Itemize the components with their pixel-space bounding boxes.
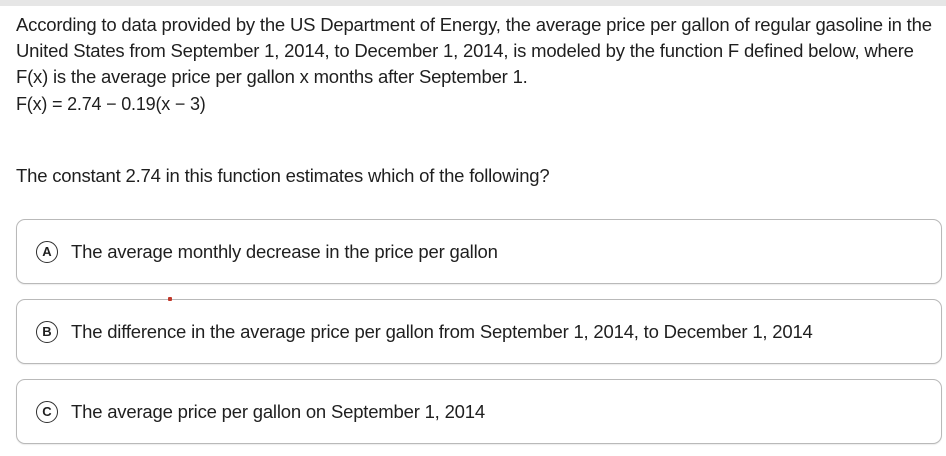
choice-b-letter-badge: B xyxy=(36,320,58,343)
question-prompt: The constant 2.74 in this function estim… xyxy=(16,165,550,186)
choice-b-option[interactable]: B The difference in the average price pe… xyxy=(16,299,942,364)
choice-c-text: The average price per gallon on Septembe… xyxy=(71,400,485,422)
answer-choices: A The average monthly decrease in the pr… xyxy=(16,219,942,456)
choice-a-option[interactable]: A The average monthly decrease in the pr… xyxy=(16,219,942,284)
choice-a-letter-badge: A xyxy=(36,240,58,263)
choice-c-option[interactable]: C The average price per gallon on Septem… xyxy=(16,379,942,444)
choice-c-letter-badge: C xyxy=(36,400,58,423)
choice-b-text: The difference in the average price per … xyxy=(71,320,813,342)
top-strip xyxy=(0,0,946,6)
pointer-dot-icon xyxy=(168,297,172,301)
question-stem: According to data provided by the US Dep… xyxy=(16,12,936,117)
function-definition: F(x) = 2.74 − 0.19(x − 3) xyxy=(16,94,206,114)
question-intro: According to data provided by the US Dep… xyxy=(16,14,932,87)
choice-a-text: The average monthly decrease in the pric… xyxy=(71,240,498,262)
